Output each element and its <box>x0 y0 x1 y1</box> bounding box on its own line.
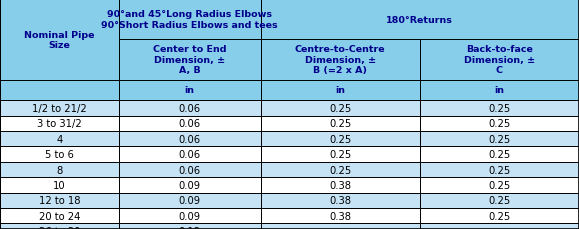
Circle shape <box>304 105 420 151</box>
Bar <box>420 80 579 101</box>
Bar <box>261 224 420 229</box>
Bar <box>420 193 579 208</box>
Text: Centre-to-Centre
Dimension, ±
B (=2 x A): Centre-to-Centre Dimension, ± B (=2 x A) <box>295 45 386 75</box>
Bar <box>420 177 579 193</box>
Bar <box>261 147 420 162</box>
Bar <box>119 40 261 80</box>
Bar <box>119 116 261 131</box>
Bar <box>119 208 261 224</box>
Text: 0.38: 0.38 <box>329 180 351 190</box>
Text: 0.06: 0.06 <box>178 165 201 175</box>
Text: 0.38: 0.38 <box>329 211 351 221</box>
Bar <box>0 162 119 177</box>
Text: 0.06: 0.06 <box>178 104 201 113</box>
Text: in: in <box>335 86 345 95</box>
Text: in: in <box>494 86 504 95</box>
Bar <box>119 101 261 116</box>
Text: HP: HP <box>492 119 521 137</box>
Bar <box>261 162 420 177</box>
Text: Back-to-face
Dimension, ±
C: Back-to-face Dimension, ± C <box>464 45 535 75</box>
Bar <box>420 40 579 80</box>
Bar <box>261 177 420 193</box>
Text: 0.06: 0.06 <box>178 119 201 129</box>
Text: 12 to 18: 12 to 18 <box>39 196 80 205</box>
Text: 0.38: 0.38 <box>329 196 351 205</box>
Text: 0.25: 0.25 <box>488 165 511 175</box>
Text: HP: HP <box>347 119 376 137</box>
Text: Nominal Pipe
Size: Nominal Pipe Size <box>24 30 94 50</box>
Text: 0.25: 0.25 <box>488 196 511 205</box>
Text: 0.09: 0.09 <box>178 196 201 205</box>
Text: 90°and 45°Long Radius Elbows
90°Short Radius Elbows and tees: 90°and 45°Long Radius Elbows 90°Short Ra… <box>101 10 278 30</box>
Bar <box>420 147 579 162</box>
Bar <box>261 131 420 147</box>
Bar <box>420 101 579 116</box>
Bar <box>261 0 579 40</box>
Text: 0.25: 0.25 <box>488 150 511 159</box>
Bar <box>119 0 261 40</box>
Bar <box>119 224 261 229</box>
Text: 0.25: 0.25 <box>488 180 511 190</box>
Circle shape <box>2 105 118 151</box>
Text: HP: HP <box>203 119 232 137</box>
Bar <box>0 224 119 229</box>
Bar <box>261 116 420 131</box>
Bar <box>0 208 119 224</box>
Circle shape <box>449 105 565 151</box>
Bar <box>119 131 261 147</box>
Bar <box>261 101 420 116</box>
Text: 0.25: 0.25 <box>329 104 351 113</box>
Bar <box>0 177 119 193</box>
Bar <box>261 40 420 80</box>
Bar <box>119 147 261 162</box>
Bar <box>0 80 119 101</box>
Text: 5 to 6: 5 to 6 <box>45 150 74 159</box>
Bar <box>0 193 119 208</box>
Circle shape <box>159 105 275 151</box>
Bar <box>420 131 579 147</box>
Bar <box>261 80 420 101</box>
Text: 0.25: 0.25 <box>488 211 511 221</box>
Bar <box>0 0 119 80</box>
Text: 0.25: 0.25 <box>329 134 351 144</box>
Bar <box>0 116 119 131</box>
Text: 4: 4 <box>56 134 63 144</box>
Bar <box>119 177 261 193</box>
Bar <box>0 147 119 162</box>
Bar <box>0 101 119 116</box>
Text: 8: 8 <box>56 165 63 175</box>
Bar <box>0 131 119 147</box>
Text: 0.06: 0.06 <box>178 150 201 159</box>
Text: 10: 10 <box>53 180 65 190</box>
Bar <box>119 162 261 177</box>
Bar <box>261 193 420 208</box>
Text: Center to End
Dimension, ±
A, B: Center to End Dimension, ± A, B <box>153 45 226 75</box>
Text: 0.25: 0.25 <box>488 104 511 113</box>
Text: in: in <box>185 86 195 95</box>
Bar <box>420 116 579 131</box>
Text: 0.25: 0.25 <box>488 134 511 144</box>
Text: 0.06: 0.06 <box>178 134 201 144</box>
Text: 0.25: 0.25 <box>329 165 351 175</box>
Bar <box>420 162 579 177</box>
Text: 0.25: 0.25 <box>329 150 351 159</box>
Text: 0.25: 0.25 <box>488 119 511 129</box>
Text: 0.25: 0.25 <box>329 119 351 129</box>
Bar <box>420 224 579 229</box>
Text: -: - <box>497 226 501 229</box>
Text: 0.09: 0.09 <box>178 180 201 190</box>
Text: 180°Returns: 180°Returns <box>386 16 453 25</box>
Text: 20 to 24: 20 to 24 <box>39 211 80 221</box>
Text: 1/2 to 21/2: 1/2 to 21/2 <box>32 104 87 113</box>
Text: 0.12: 0.12 <box>178 226 201 229</box>
Bar <box>261 208 420 224</box>
Text: 3 to 31/2: 3 to 31/2 <box>37 119 82 129</box>
Bar <box>119 80 261 101</box>
Text: 26 to 30: 26 to 30 <box>39 226 80 229</box>
Text: 0.09: 0.09 <box>178 211 201 221</box>
Bar <box>420 208 579 224</box>
Text: HP: HP <box>45 119 74 137</box>
Bar <box>119 193 261 208</box>
